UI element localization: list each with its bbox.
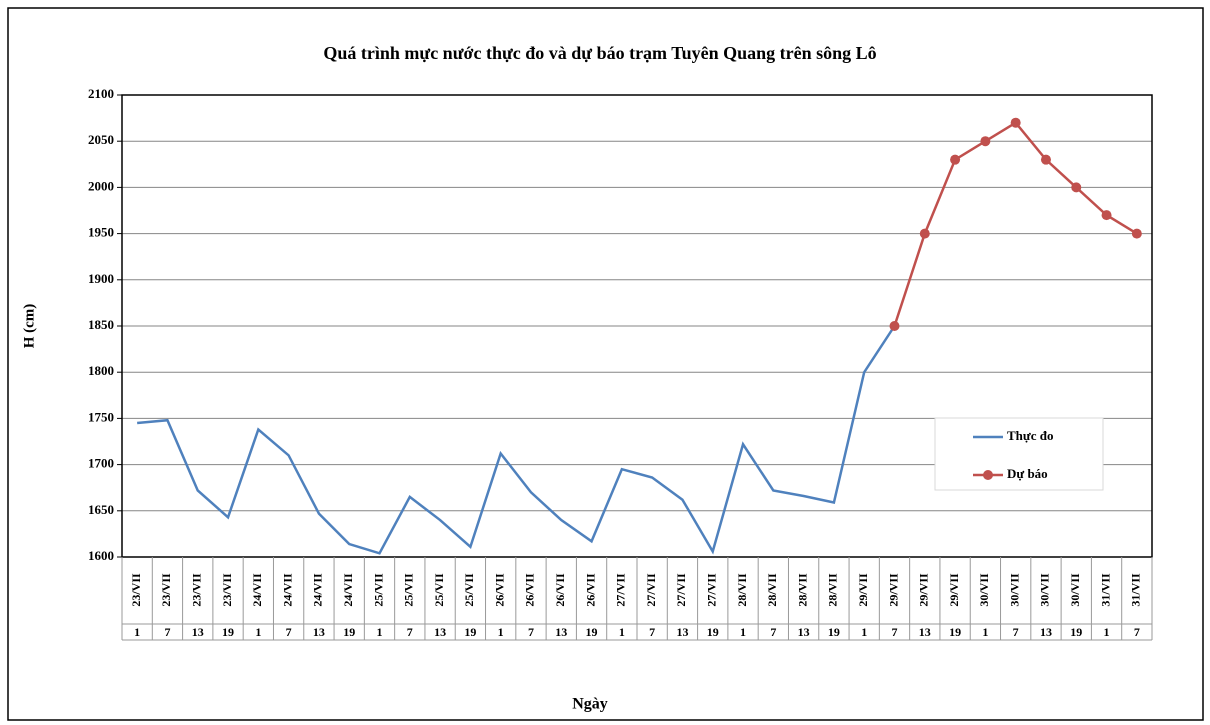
x-tick-sublabel: 19 — [222, 625, 234, 639]
x-tick-sublabel: 19 — [464, 625, 476, 639]
x-tick-sublabel: 13 — [192, 625, 204, 639]
x-tick-label: 23/VII — [189, 573, 203, 607]
x-tick-sublabel: 19 — [586, 625, 598, 639]
x-tick-label: 26/VII — [583, 573, 597, 607]
x-tick-sublabel: 1 — [1104, 625, 1110, 639]
x-tick-sublabel: 19 — [343, 625, 355, 639]
x-tick-sublabel: 7 — [649, 625, 655, 639]
x-tick-label: 31/VII — [1098, 573, 1112, 607]
x-tick-label: 29/VII — [856, 573, 870, 607]
chart-border — [7, 7, 1204, 721]
x-tick-label: 26/VII — [523, 573, 537, 607]
x-tick-sublabel: 13 — [555, 625, 567, 639]
y-tick-label: 2100 — [88, 86, 114, 101]
x-tick-label: 23/VII — [159, 573, 173, 607]
x-tick-sublabel: 7 — [892, 625, 898, 639]
y-tick-label: 2000 — [88, 178, 114, 193]
x-tick-label: 31/VII — [1129, 573, 1143, 607]
x-tick-label: 27/VII — [614, 573, 628, 607]
x-tick-sublabel: 1 — [982, 625, 988, 639]
x-tick-label: 25/VII — [432, 573, 446, 607]
x-tick-sublabel: 13 — [313, 625, 325, 639]
x-tick-label: 30/VII — [1068, 573, 1082, 607]
y-tick-label: 1950 — [88, 225, 114, 240]
series-marker — [1040, 154, 1051, 165]
series-marker — [980, 136, 991, 147]
x-tick-label: 24/VII — [311, 573, 325, 607]
y-tick-label: 1700 — [88, 456, 114, 471]
x-tick-label: 28/VII — [735, 573, 749, 607]
series-marker — [1131, 228, 1142, 239]
x-axis-label: Ngày — [572, 696, 608, 713]
y-tick-label: 1600 — [88, 548, 114, 563]
x-tick-label: 24/VII — [280, 573, 294, 607]
x-tick-sublabel: 13 — [434, 625, 446, 639]
x-tick-sublabel: 13 — [676, 625, 688, 639]
x-tick-sublabel: 7 — [1134, 625, 1140, 639]
y-tick-label: 1850 — [88, 317, 114, 332]
x-tick-sublabel: 19 — [949, 625, 961, 639]
x-tick-label: 28/VII — [795, 573, 809, 607]
x-tick-label: 24/VII — [341, 573, 355, 607]
x-tick-label: 25/VII — [462, 573, 476, 607]
x-tick-label: 29/VII — [947, 573, 961, 607]
x-tick-sublabel: 19 — [828, 625, 840, 639]
x-tick-label: 28/VII — [826, 573, 840, 607]
series-marker — [1071, 182, 1082, 193]
x-tick-label: 26/VII — [553, 573, 567, 607]
x-tick-label: 29/VII — [886, 573, 900, 607]
x-tick-sublabel: 13 — [919, 625, 931, 639]
x-tick-label: 25/VII — [371, 573, 385, 607]
x-tick-label: 23/VII — [129, 573, 143, 607]
y-tick-label: 1800 — [88, 363, 114, 378]
x-tick-label: 27/VII — [674, 573, 688, 607]
x-tick-label: 29/VII — [917, 573, 931, 607]
x-tick-sublabel: 7 — [286, 625, 292, 639]
x-tick-sublabel: 1 — [377, 625, 383, 639]
x-tick-sublabel: 19 — [707, 625, 719, 639]
x-tick-label: 27/VII — [644, 573, 658, 607]
x-tick-label: 23/VII — [220, 573, 234, 607]
x-tick-sublabel: 13 — [798, 625, 810, 639]
series-marker — [919, 228, 930, 239]
x-tick-sublabel: 1 — [861, 625, 867, 639]
y-tick-label: 2050 — [88, 132, 114, 147]
x-tick-sublabel: 7 — [164, 625, 170, 639]
legend-label: Thực đo — [1007, 428, 1053, 443]
legend-box — [934, 417, 1104, 491]
x-tick-sublabel: 1 — [498, 625, 504, 639]
x-tick-label: 24/VII — [250, 573, 264, 607]
chart-title: Quá trình mực nước thực đo và dự báo trạ… — [323, 43, 876, 63]
y-tick-label: 1900 — [88, 271, 114, 286]
x-tick-sublabel: 13 — [1040, 625, 1052, 639]
x-tick-label: 27/VII — [704, 573, 718, 607]
series-marker — [1101, 210, 1112, 221]
x-tick-sublabel: 19 — [1070, 625, 1082, 639]
series-marker — [1010, 117, 1021, 128]
x-tick-sublabel: 7 — [770, 625, 776, 639]
series-line — [137, 325, 896, 555]
x-tick-label: 26/VII — [492, 573, 506, 607]
legend-label: Dự báo — [1007, 466, 1048, 481]
x-tick-label: 28/VII — [765, 573, 779, 607]
y-tick-label: 1650 — [88, 502, 114, 517]
legend-marker — [983, 470, 993, 480]
x-tick-label: 25/VII — [402, 573, 416, 607]
x-tick-sublabel: 1 — [740, 625, 746, 639]
x-tick-label: 30/VII — [1007, 573, 1021, 607]
x-tick-label: 30/VII — [1038, 573, 1052, 607]
x-tick-sublabel: 1 — [134, 625, 140, 639]
series-marker — [950, 154, 961, 165]
y-tick-label: 1750 — [88, 409, 114, 424]
x-tick-sublabel: 7 — [407, 625, 413, 639]
y-axis-label: H (cm) — [21, 304, 37, 349]
x-tick-sublabel: 7 — [528, 625, 534, 639]
x-tick-sublabel: 7 — [1013, 625, 1019, 639]
series-marker — [889, 321, 900, 331]
x-tick-label: 30/VII — [977, 573, 991, 607]
x-tick-sublabel: 1 — [619, 625, 625, 639]
x-tick-sublabel: 1 — [255, 625, 261, 639]
